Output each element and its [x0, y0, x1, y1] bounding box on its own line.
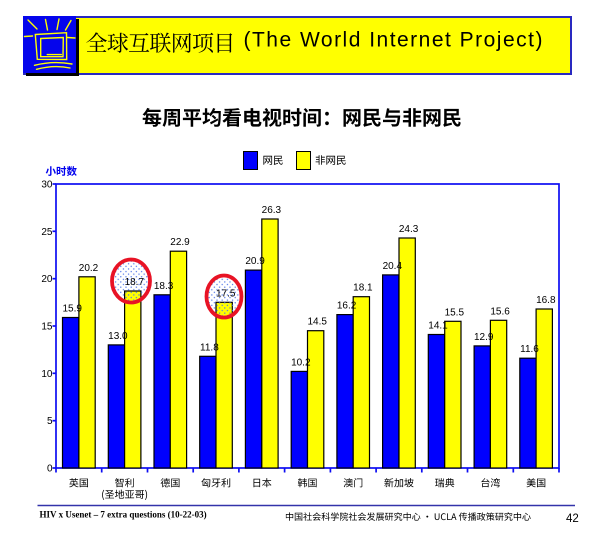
svg-text:15.5: 15.5 [445, 307, 465, 318]
svg-text:10: 10 [41, 369, 53, 380]
svg-text:20.4: 20.4 [383, 261, 403, 272]
svg-text:22.9: 22.9 [170, 237, 190, 248]
svg-text:18.1: 18.1 [353, 283, 373, 294]
svg-text:16.2: 16.2 [337, 301, 357, 312]
svg-text:17.5: 17.5 [216, 288, 236, 299]
svg-text:18.3: 18.3 [154, 281, 174, 292]
svg-text:5: 5 [47, 416, 53, 427]
svg-text:20: 20 [41, 274, 53, 285]
svg-text:14.1: 14.1 [428, 321, 448, 332]
svg-text:11.8: 11.8 [200, 342, 219, 353]
svg-text:15.9: 15.9 [62, 304, 82, 315]
svg-text:13.0: 13.0 [108, 331, 128, 342]
svg-text:14.5: 14.5 [307, 317, 327, 328]
svg-text:26.3: 26.3 [262, 205, 282, 216]
svg-text:HIV x Usenet – 7 extra questio: HIV x Usenet – 7 extra questions (10-22-… [40, 510, 207, 520]
svg-text:15: 15 [41, 322, 53, 333]
svg-text:0: 0 [47, 464, 53, 475]
svg-text:11.6: 11.6 [520, 344, 539, 355]
svg-text:25: 25 [41, 227, 53, 238]
svg-text:20.2: 20.2 [79, 263, 99, 274]
svg-text:20.9: 20.9 [245, 256, 265, 267]
svg-text:(The World Internet Project): (The World Internet Project) [244, 29, 544, 52]
svg-text:10.2: 10.2 [291, 357, 311, 368]
svg-text:16.8: 16.8 [536, 295, 556, 306]
svg-text:42: 42 [566, 513, 579, 525]
svg-text:15.6: 15.6 [490, 306, 510, 317]
svg-text:12.9: 12.9 [474, 332, 494, 343]
svg-text:18.7: 18.7 [125, 277, 145, 288]
svg-text:30: 30 [41, 180, 53, 191]
svg-text:24.3: 24.3 [399, 224, 419, 235]
